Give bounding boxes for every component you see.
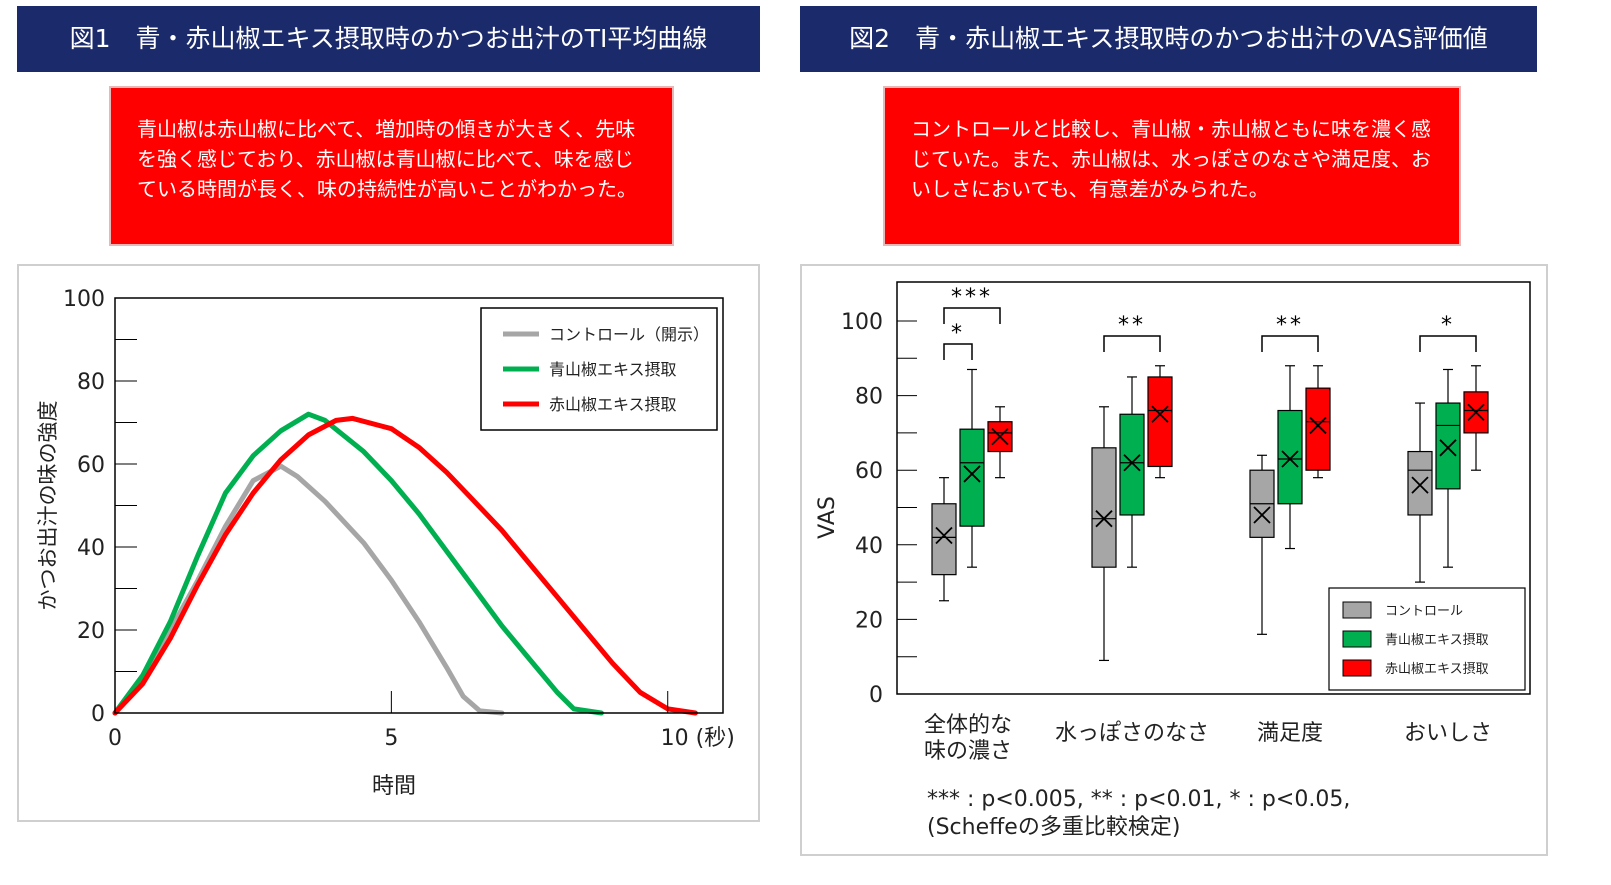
category-label-1: 水っぽさのなさ <box>1055 721 1209 746</box>
figure1-title: 図1 青・赤山椒エキス摂取時のかつお出汁のTI平均曲線 <box>17 6 760 72</box>
x-tick-label: 10 (秒) <box>661 726 735 751</box>
legend-label-1: 青山椒エキス摂取 <box>549 360 677 379</box>
legend-label-0: コントロール <box>1385 604 1463 619</box>
figure2-callout: コントロールと比較し、青山椒・赤山椒ともに味を濃く感じていた。また、赤山椒は、水… <box>883 86 1461 246</box>
box-2-0 <box>987 421 1013 453</box>
significance-label: * <box>951 321 965 346</box>
footnote-test-method: (Scheffeの多重比較検定) <box>927 815 1180 840</box>
mean-marker <box>1281 450 1299 468</box>
mean-marker <box>1095 510 1113 528</box>
plot-frame <box>896 281 1531 695</box>
significance-bracket <box>1103 335 1161 352</box>
figure2-title: 図2 青・赤山椒エキス摂取時のかつお出汁のVAS評価値 <box>800 6 1537 72</box>
figure2-chart-frame: 0 20 40 60 80 100 VAS 全体的な 味の濃さ 水っぽさのなさ 満足度 おいしさ * **… <box>800 264 1548 856</box>
mean-marker <box>1309 416 1327 435</box>
y-tick-label: 80 <box>855 385 883 410</box>
legend-label-1: 青山椒エキス摂取 <box>1385 632 1489 648</box>
legend-label-0: コントロール（開示） <box>549 325 709 344</box>
significance-bracket <box>1261 335 1319 352</box>
footnote-significance: *** : p<0.005, ** : p<0.01, * : p<0.05, <box>927 787 1350 812</box>
box-0-0 <box>931 503 957 576</box>
y-axis-label: VAS <box>815 496 840 539</box>
ti-line-chart: 0 20 40 60 80 100 0 5 10 (秒) 時間 かつお出汁の味の強度 コントロール（… <box>36 287 735 799</box>
box-1-0 <box>959 428 985 527</box>
mean-marker <box>1467 403 1485 422</box>
mean-marker <box>1123 454 1141 472</box>
category-label-3: おいしさ <box>1404 721 1492 746</box>
mean-marker <box>1439 439 1457 457</box>
x-tick-label: 5 <box>384 726 398 751</box>
significance-label: ** <box>1276 313 1304 338</box>
box-0-1 <box>1091 447 1117 568</box>
significance-bracket <box>1419 335 1477 352</box>
y-tick-label: 0 <box>91 702 105 727</box>
y-axis-label: かつお出汁の味の強度 <box>36 401 60 611</box>
mean-marker <box>1253 506 1271 524</box>
y-tick-label: 40 <box>77 536 105 561</box>
series-line-2 <box>112 415 698 716</box>
figure1-chart-frame: 0 20 40 60 80 100 0 5 10 (秒) 時間 かつお出汁の味の強度 コントロール（… <box>17 264 760 822</box>
y-tick-label: 0 <box>869 683 883 708</box>
y-tick-label: 100 <box>841 310 883 335</box>
category-label-0: 味の濃さ <box>924 739 1012 764</box>
box-1-1 <box>1119 413 1145 516</box>
category-label-0: 全体的な <box>924 713 1012 738</box>
box-1-3 <box>1435 402 1461 490</box>
box-2-2 <box>1305 387 1331 471</box>
figure1-callout: 青山椒は赤山椒に比べて、増加時の傾きが大きく、先味を強く感じており、赤山椒は青山… <box>109 86 674 246</box>
significance-bracket <box>943 307 1001 324</box>
x-axis-label: 時間 <box>372 774 416 799</box>
y-tick-label: 20 <box>77 619 105 644</box>
significance-label: * <box>1441 313 1455 338</box>
y-tick-label: 80 <box>77 370 105 395</box>
series-line-1 <box>112 411 604 716</box>
category-label-2: 満足度 <box>1257 721 1323 746</box>
x-tick-label: 0 <box>108 726 122 751</box>
y-tick-label: 60 <box>855 459 883 484</box>
box-1-2 <box>1277 409 1303 505</box>
y-tick-label: 20 <box>855 608 883 633</box>
series-line-0 <box>112 463 505 716</box>
box-0-3 <box>1407 450 1433 516</box>
mean-marker <box>1411 476 1429 494</box>
significance-label: *** <box>951 285 993 310</box>
mean-marker <box>935 526 953 545</box>
legend-label-2: 赤山椒エキス摂取 <box>549 395 677 414</box>
mean-marker <box>1151 405 1169 423</box>
legend-label-2: 赤山椒エキス摂取 <box>1385 661 1489 677</box>
mean-marker <box>963 465 981 483</box>
y-tick-label: 40 <box>855 534 883 559</box>
significance-label: ** <box>1118 313 1146 338</box>
legend-swatch-1 <box>1342 630 1372 648</box>
legend-swatch-0 <box>1342 601 1372 619</box>
legend-swatch-2 <box>1342 659 1372 677</box>
mean-marker <box>991 427 1009 446</box>
y-tick-label: 100 <box>63 287 105 312</box>
y-tick-label: 60 <box>77 453 105 478</box>
significance-bracket <box>943 343 973 360</box>
